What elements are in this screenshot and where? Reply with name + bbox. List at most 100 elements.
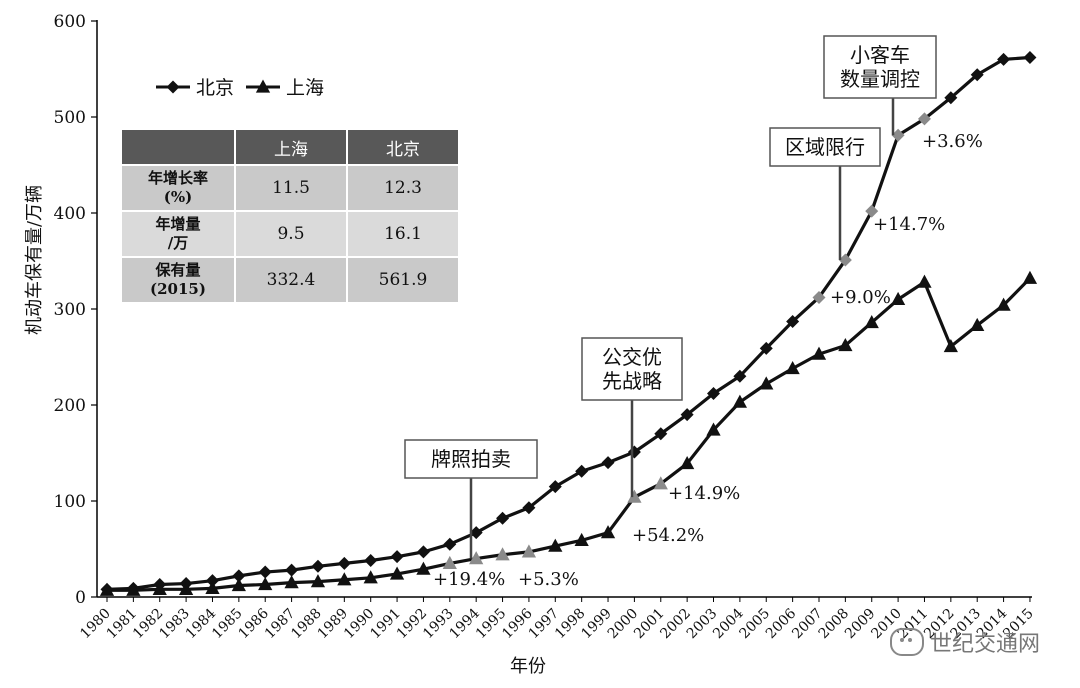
data-point [654,427,668,441]
annotation-text: 区域限行 [785,135,865,159]
y-tick-label: 500 [54,108,86,128]
data-point [838,253,852,267]
data-point [996,297,1011,311]
data-point [865,204,879,218]
data-point [205,574,219,588]
data-point [600,525,616,539]
data-point [443,537,457,551]
data-point [469,526,483,540]
data-point [601,456,615,470]
data-point [337,556,351,570]
data-point [416,561,431,575]
percentage-label: +19.4% [433,569,505,590]
data-point [178,581,194,595]
annotation-text: 数量调控 [840,67,920,91]
data-point [890,291,906,306]
data-point [732,394,748,408]
data-point [944,91,958,105]
table-row: 保有量 (2015) 332.4 561.9 [120,256,460,304]
data-point [680,408,694,422]
table-row-label: 年增长率 (%) [120,164,236,212]
table-row-label: 保有量 (2015) [120,256,236,304]
y-axis-label: 机动车保有量/万辆 [24,185,45,335]
data-point [997,52,1011,66]
y-tick-label: 100 [54,492,86,512]
data-point [917,274,932,288]
table-col-header: 上海 [234,128,348,166]
data-point [442,555,457,570]
data-point [205,580,220,594]
y-tick-label: 400 [54,204,86,224]
legend-marker [255,79,271,93]
data-point [258,577,273,591]
annotation-box [823,35,937,99]
watermark: 世纪交通网 [889,626,1040,658]
data-point [496,511,510,525]
table-col-header: 北京 [346,128,460,166]
data-point [522,501,536,515]
data-point [707,386,721,400]
data-point [363,570,378,584]
annotation-box [404,439,538,479]
legend: 北京 上海 [156,77,324,99]
data-point [548,538,563,552]
stats-table: 上海 北京 年增长率 (%) 11.5 12.3 年增量 /万 9.5 16.1… [120,128,460,304]
table-row-label: 年增量 /万 [120,210,236,258]
data-point [891,128,905,142]
data-point [838,337,853,352]
annotation-text: 先战略 [602,369,662,393]
table-corner [120,128,236,166]
data-point [759,376,774,390]
legend-label: 上海 [286,77,324,99]
percentage-label: +14.9% [668,483,740,504]
data-point [759,341,773,355]
data-point [469,551,484,565]
y-tick-label: 600 [54,12,86,32]
percentage-label: +54.2% [632,525,704,546]
percentage-label: +14.7% [873,214,945,235]
series-line [107,277,1032,592]
data-point [126,582,141,596]
data-point [284,575,299,589]
data-point [521,544,537,558]
data-point [416,545,430,559]
data-point [574,532,589,546]
data-point [785,361,800,375]
percentage-label: +3.6% [922,131,983,152]
x-axis-label: 年份 [510,656,546,677]
data-point [627,489,642,503]
data-point [548,480,562,494]
data-point [970,317,985,331]
data-point [337,572,352,586]
data-point [786,314,800,328]
data-point [1023,50,1037,64]
table-row: 年增量 /万 9.5 16.1 [120,210,460,258]
data-point [311,559,325,573]
data-point [258,565,272,579]
table-cell: 561.9 [346,256,460,304]
data-point [864,314,879,329]
data-point [680,456,695,470]
legend-marker [166,80,180,94]
data-point [653,476,668,490]
annotation-text: 牌照拍卖 [431,447,511,471]
annotation-text: 公交优 [602,345,662,369]
data-point [285,563,299,577]
annotation-box [769,127,881,167]
series-lines [99,50,1038,596]
percentage-label: +5.3% [518,569,579,590]
data-point [812,290,826,304]
data-point [99,582,115,596]
table-cell: 12.3 [346,164,460,212]
table-cell: 9.5 [234,210,348,258]
annotation-box [581,337,683,401]
legend-label: 北京 [196,77,234,99]
y-tick-label: 200 [54,396,86,416]
data-point [310,574,326,588]
watermark-text: 世纪交通网 [929,632,1040,657]
data-point [811,346,827,360]
data-point [364,554,378,568]
data-point [390,550,404,564]
data-point [706,422,721,436]
